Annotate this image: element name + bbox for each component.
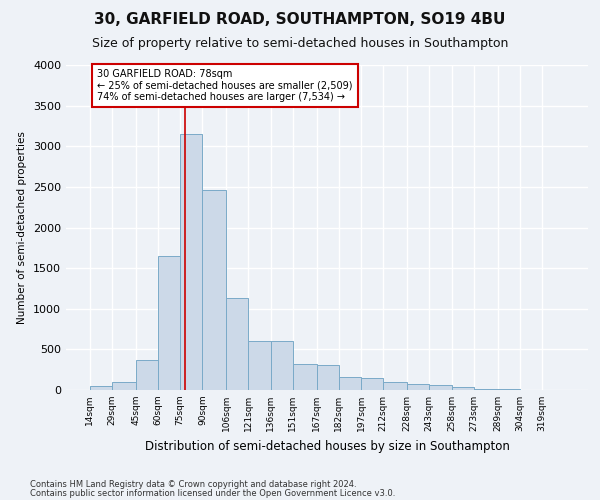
Bar bbox=[317, 365, 339, 390]
Y-axis label: Number of semi-detached properties: Number of semi-detached properties bbox=[17, 131, 28, 324]
Bar bbox=[158, 256, 180, 390]
Text: Size of property relative to semi-detached houses in Southampton: Size of property relative to semi-detach… bbox=[92, 38, 508, 51]
Bar bbox=[474, 389, 497, 390]
Bar bbox=[136, 360, 158, 390]
Bar bbox=[339, 377, 361, 390]
Bar bbox=[202, 190, 226, 390]
Bar bbox=[248, 341, 271, 390]
Bar bbox=[226, 298, 248, 390]
Bar bbox=[293, 364, 317, 390]
Bar bbox=[407, 384, 430, 390]
Bar bbox=[361, 378, 383, 390]
Text: Contains HM Land Registry data © Crown copyright and database right 2024.: Contains HM Land Registry data © Crown c… bbox=[30, 480, 356, 489]
Text: 30 GARFIELD ROAD: 78sqm
← 25% of semi-detached houses are smaller (2,509)
74% of: 30 GARFIELD ROAD: 78sqm ← 25% of semi-de… bbox=[97, 68, 353, 102]
Bar bbox=[180, 134, 202, 390]
Bar bbox=[452, 387, 474, 390]
Text: 30, GARFIELD ROAD, SOUTHAMPTON, SO19 4BU: 30, GARFIELD ROAD, SOUTHAMPTON, SO19 4BU bbox=[94, 12, 506, 28]
Bar bbox=[271, 341, 293, 390]
Text: Contains public sector information licensed under the Open Government Licence v3: Contains public sector information licen… bbox=[30, 488, 395, 498]
Bar bbox=[430, 385, 452, 390]
Bar bbox=[383, 382, 407, 390]
X-axis label: Distribution of semi-detached houses by size in Southampton: Distribution of semi-detached houses by … bbox=[145, 440, 509, 452]
Bar bbox=[112, 382, 136, 390]
Bar bbox=[90, 386, 112, 390]
